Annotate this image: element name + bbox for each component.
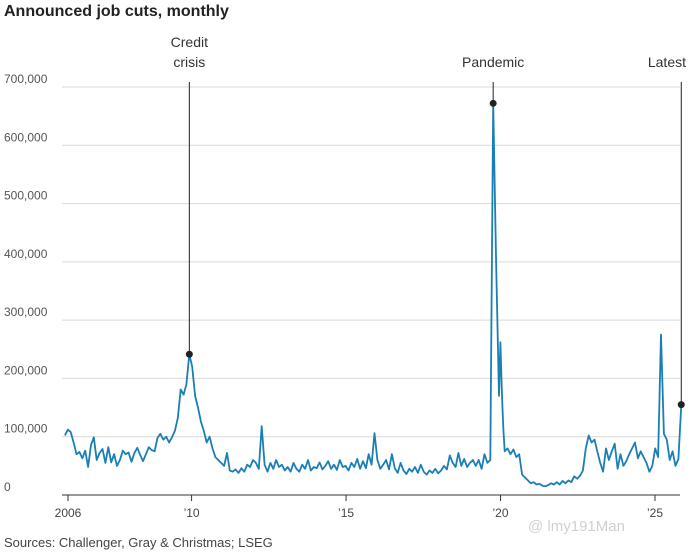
annotation-marker <box>489 99 497 107</box>
y-tick-label: 100,000 <box>4 422 48 436</box>
series-line-job-cuts <box>64 102 683 488</box>
y-tick-label: 600,000 <box>4 130 48 144</box>
gridlines <box>62 86 680 496</box>
watermark-text: @ lmy191Man <box>528 518 625 535</box>
y-tick-label: 200,000 <box>4 363 48 377</box>
x-tick-label: ’15 <box>338 506 354 520</box>
y-tick-label: 500,000 <box>4 189 48 203</box>
y-tick-label: 400,000 <box>4 247 48 261</box>
series-layer <box>64 102 683 488</box>
y-tick-label: 0 <box>4 480 11 494</box>
annotation-label: Credit <box>171 34 208 50</box>
annotation-label: Latest <box>648 54 686 70</box>
annotation-marker <box>677 401 685 409</box>
annotation-label: Pandemic <box>462 54 524 70</box>
x-tick-label: ’10 <box>184 506 200 520</box>
source-note: Sources: Challenger, Gray & Christmas; L… <box>4 535 273 550</box>
y-tick-label: 300,000 <box>4 305 48 319</box>
x-tick-label: 2006 <box>55 506 82 520</box>
annotation-marker <box>185 350 193 358</box>
x-axis-ticks: 2006 ’10 ’15 ’20 ’25 <box>55 495 663 520</box>
x-tick-label: ’25 <box>647 506 663 520</box>
chart-title: Announced job cuts, monthly <box>4 3 229 20</box>
y-tick-label: 700,000 <box>4 72 48 86</box>
y-axis-ticks: 0 100,000 200,000 300,000 400,000 500,000 600,… <box>4 72 48 494</box>
annotation-label: crisis <box>173 54 205 70</box>
x-tick-label: ’20 <box>493 506 509 520</box>
annotations: Credit crisis Pandemic Latest <box>171 34 686 409</box>
